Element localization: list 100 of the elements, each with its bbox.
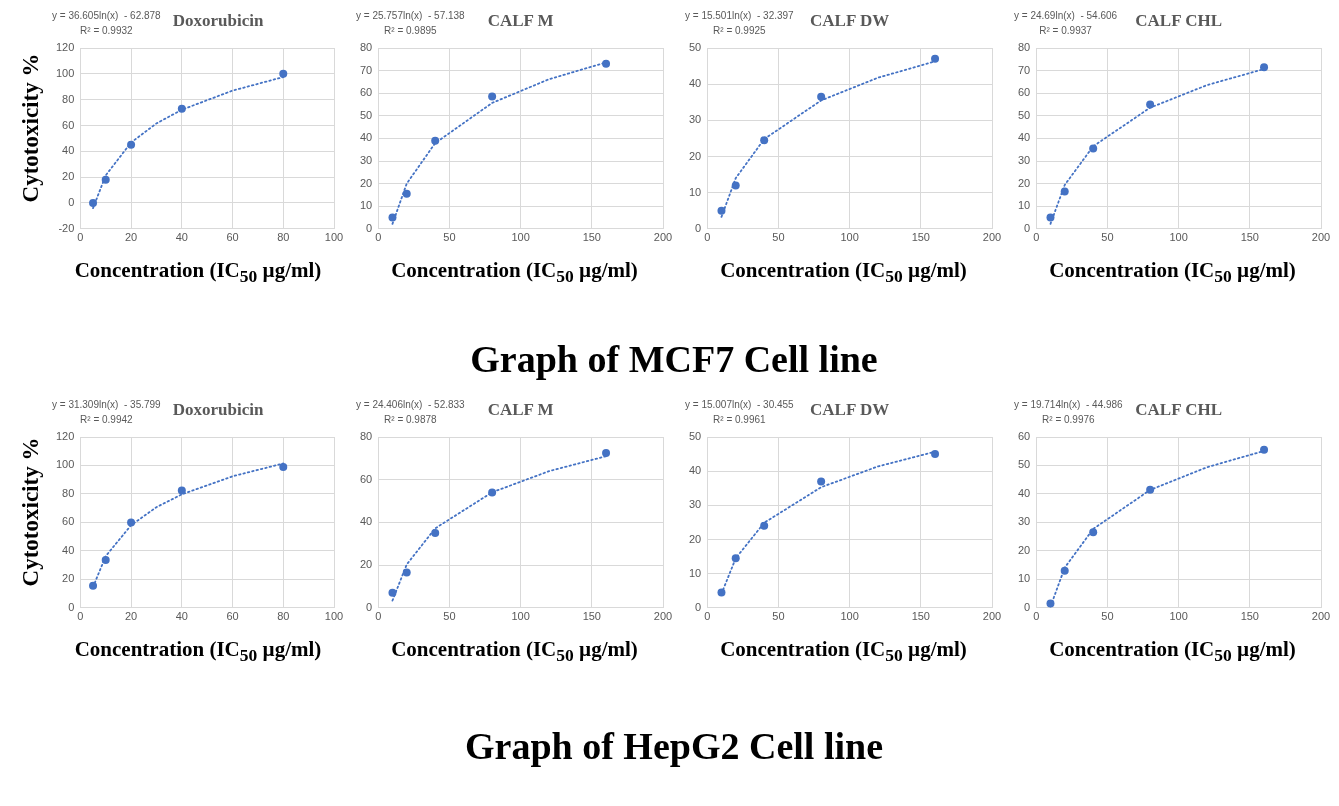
y-tick-label: 60 — [359, 472, 373, 485]
chart-title: Doxorubicin — [172, 400, 264, 420]
x-tick-label: 100 — [840, 610, 859, 623]
y-tick-label: 10 — [688, 185, 702, 198]
text: R² = 0.9925 — [713, 24, 767, 36]
y-tick-label: 50 — [359, 108, 373, 121]
x-tick-label: 100 — [324, 231, 344, 244]
y-tick-label: 40 — [359, 131, 373, 144]
text: y = 15.501ln(x) - 32.397 — [684, 9, 795, 21]
x-tick-label: 100 — [511, 231, 530, 244]
x-tick-label: 0 — [375, 610, 382, 623]
point — [89, 198, 98, 207]
x-axis-title: Concentration (IC$_{50}$ µg/ml) — [1049, 258, 1296, 288]
point — [717, 588, 726, 597]
y-tick-label: 70 — [359, 63, 373, 76]
x-tick-label: 100 — [1169, 610, 1188, 623]
point — [402, 189, 411, 198]
text: y = 24.69ln(x) - 54.606 — [1014, 9, 1118, 21]
point — [760, 136, 769, 145]
y-tick-label: 0 — [1024, 221, 1031, 234]
point — [931, 450, 940, 459]
chart-title: CALF CHL — [1135, 400, 1222, 420]
y-tick-label: 30 — [1017, 515, 1031, 528]
x-axis-title: Concentration (IC$_{50}$ µg/ml) — [74, 258, 322, 288]
x-tick-label: 0 — [704, 610, 711, 623]
x-tick-label: 0 — [704, 231, 711, 244]
x-tick-label: 60 — [226, 231, 239, 244]
point — [388, 589, 397, 598]
chart-title: Doxorubicin — [172, 11, 264, 31]
y-tick-label: 60 — [62, 515, 75, 528]
y-tick-label: 80 — [62, 487, 75, 500]
point — [177, 104, 186, 113]
x-tick-label: 100 — [840, 231, 859, 244]
point — [931, 54, 940, 63]
y-tick-label: 0 — [695, 221, 702, 234]
x-tick-label: 40 — [175, 231, 188, 244]
y-tick-label: 10 — [1017, 572, 1031, 585]
point — [488, 488, 497, 497]
chart-title: CALF CHL — [1135, 11, 1222, 31]
point — [760, 522, 769, 530]
y-tick-label: 10 — [688, 566, 702, 579]
y-tick-label: 40 — [359, 515, 373, 528]
y-tick-label: 50 — [688, 430, 702, 443]
y-tick-label: 30 — [1017, 154, 1031, 167]
y-axis-title: Cytotoxicity % — [18, 437, 44, 587]
point — [101, 556, 110, 565]
point — [731, 554, 740, 563]
point — [1146, 485, 1155, 494]
y-tick-label: 10 — [359, 199, 373, 212]
y-tick-label: 0 — [366, 221, 373, 234]
x-tick-label: 200 — [982, 610, 1002, 623]
point — [1089, 528, 1098, 537]
y-axis-title: Cytotoxicity % — [18, 53, 44, 203]
point — [127, 518, 136, 527]
y-tick-label: 0 — [366, 601, 373, 614]
text: y = 19.714ln(x) - 44.986 — [1013, 398, 1124, 410]
y-tick-label: 20 — [1017, 544, 1031, 557]
x-tick-label: 20 — [124, 231, 138, 244]
y-tick-label: 20 — [1017, 176, 1031, 189]
text: R² = 0.9878 — [384, 413, 438, 425]
point — [89, 581, 98, 590]
text: R² = 0.9976 — [1042, 413, 1096, 425]
y-tick-label: 0 — [695, 601, 702, 614]
x-tick-label: 200 — [1311, 610, 1331, 623]
x-tick-label: 150 — [1240, 231, 1259, 244]
x-tick-label: 100 — [511, 610, 530, 623]
point — [1046, 599, 1055, 608]
x-tick-label: 0 — [375, 231, 382, 244]
x-tick-label: 200 — [982, 231, 1002, 244]
x-tick-label: 80 — [277, 231, 290, 244]
point — [817, 92, 826, 101]
y-tick-label: 0 — [68, 196, 75, 208]
x-tick-label: 150 — [1240, 610, 1259, 623]
y-tick-label: 10 — [1017, 199, 1031, 212]
y-tick-label: 0 — [1024, 601, 1031, 614]
point — [127, 140, 136, 149]
x-axis-title: Concentration (IC$_{50}$ µg/ml) — [391, 258, 638, 288]
y-tick-label: 40 — [688, 464, 702, 477]
y-tick-label: 0 — [68, 601, 75, 614]
x-tick-label: 0 — [77, 610, 84, 623]
x-tick-label: 50 — [443, 610, 456, 623]
x-tick-label: 200 — [653, 610, 673, 623]
point — [1060, 187, 1069, 196]
x-tick-label: 100 — [324, 610, 344, 623]
point — [602, 449, 611, 458]
x-tick-label: 60 — [226, 610, 239, 623]
point — [177, 486, 186, 495]
x-tick-label: 200 — [1311, 231, 1331, 244]
x-tick-label: 200 — [653, 231, 673, 244]
x-tick-label: 50 — [1101, 610, 1114, 623]
x-tick-label: 0 — [77, 231, 84, 244]
x-tick-label: 150 — [582, 231, 601, 244]
point — [402, 568, 411, 577]
point — [431, 136, 440, 145]
y-tick-label: -20 — [58, 221, 75, 234]
point — [279, 69, 288, 78]
y-tick-label: 20 — [62, 170, 75, 183]
y-tick-label: 30 — [359, 154, 373, 167]
y-tick-label: 30 — [688, 498, 702, 511]
x-tick-label: 50 — [1101, 231, 1114, 244]
